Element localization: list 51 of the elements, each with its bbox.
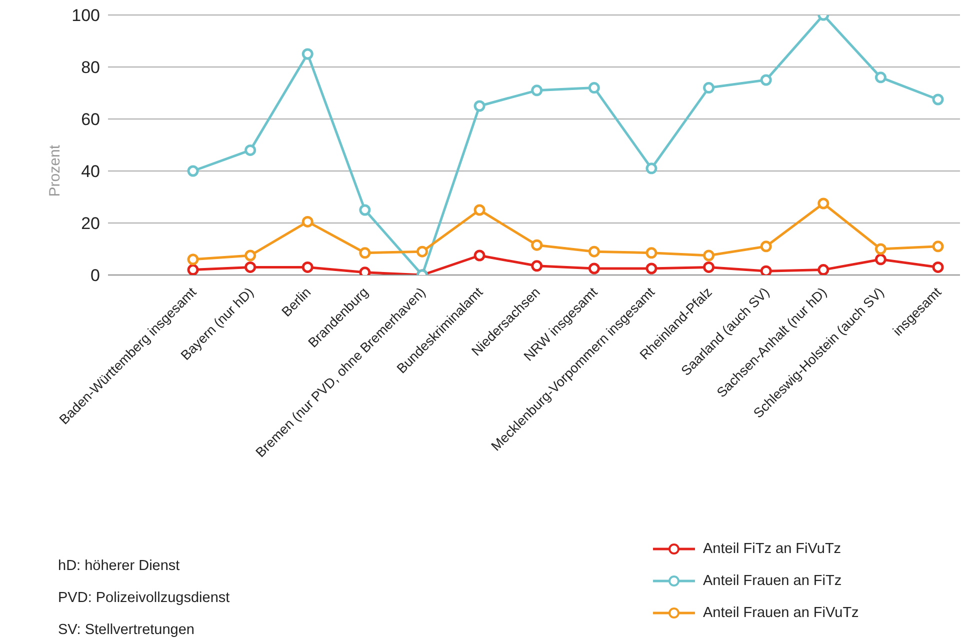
legend-label: Anteil FiTz an FiVuTz — [703, 540, 842, 559]
point — [244, 144, 256, 156]
point — [646, 262, 658, 274]
legend-label: Anteil Frauen an FiTz — [703, 572, 842, 591]
point — [302, 261, 314, 273]
text: SV: Stellvertretungen — [58, 621, 196, 640]
text: PVD: Polizeivollzugsdienst — [58, 589, 230, 608]
point — [588, 246, 600, 258]
point — [646, 247, 658, 259]
text: hD: höherer Dienst — [58, 557, 181, 576]
point — [760, 74, 772, 86]
y-tick-label: 100 — [72, 6, 100, 26]
point — [416, 246, 428, 258]
point — [302, 216, 314, 228]
point — [818, 198, 830, 210]
point — [588, 262, 600, 274]
point — [531, 239, 543, 251]
point — [302, 48, 314, 60]
point — [874, 243, 886, 255]
point — [359, 204, 371, 216]
point — [359, 247, 371, 259]
point — [474, 100, 486, 112]
point — [187, 254, 199, 266]
point — [818, 264, 830, 275]
point — [932, 261, 944, 273]
point — [703, 261, 715, 273]
point — [187, 264, 199, 275]
y-tick-label: 40 — [81, 162, 100, 182]
point — [244, 261, 256, 273]
point — [474, 250, 486, 262]
y-tick-label: 60 — [81, 110, 100, 130]
point — [646, 162, 658, 174]
legend-label: Anteil Frauen an FiVuTz — [703, 604, 859, 623]
point — [703, 82, 715, 94]
point — [244, 250, 256, 262]
point — [932, 94, 944, 106]
point — [874, 72, 886, 84]
point — [588, 82, 600, 94]
y-tick-label: 0 — [90, 266, 100, 286]
point — [760, 265, 772, 275]
y-axis-title: Prozent — [46, 144, 64, 197]
y-tick-label: 20 — [81, 214, 100, 234]
point — [874, 254, 886, 266]
point — [531, 84, 543, 96]
point — [703, 250, 715, 262]
y-tick-label: 80 — [81, 58, 100, 78]
point — [760, 240, 772, 252]
point — [474, 204, 486, 216]
point — [932, 240, 944, 252]
point — [187, 165, 199, 177]
point — [531, 260, 543, 272]
